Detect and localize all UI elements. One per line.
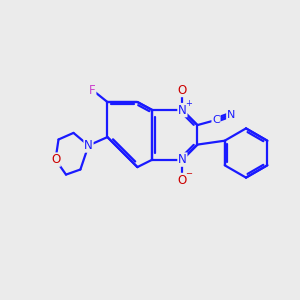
Text: O: O (178, 83, 187, 97)
Text: O: O (51, 153, 60, 166)
Text: N: N (178, 103, 187, 117)
Text: N: N (84, 139, 93, 152)
Text: +: + (186, 99, 192, 108)
Text: O: O (178, 173, 187, 187)
Text: F: F (89, 83, 96, 97)
Text: N: N (227, 110, 235, 120)
Text: C: C (212, 115, 220, 125)
Text: −: − (185, 169, 193, 178)
Text: N: N (178, 153, 187, 166)
